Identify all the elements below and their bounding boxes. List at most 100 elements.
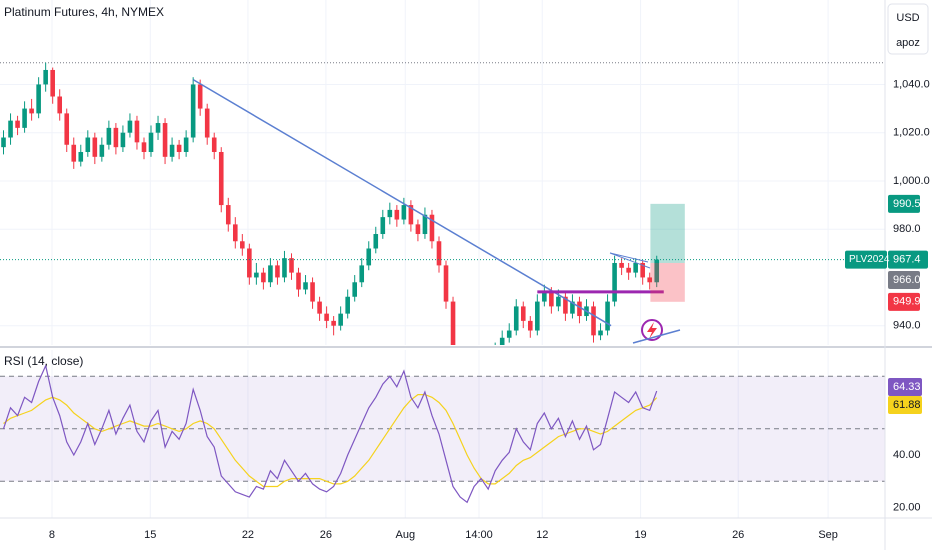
- symbol-label-box: [845, 250, 887, 269]
- chart-title: Platinum Futures, 4h, NYMEX: [4, 5, 164, 19]
- x-tick-label: 12: [536, 529, 548, 541]
- candle-body: [22, 108, 27, 128]
- candle-body: [303, 282, 308, 290]
- x-tick-label: 8: [49, 529, 55, 541]
- candle-body: [535, 301, 540, 331]
- candle-body: [394, 209, 400, 220]
- candle-body: [176, 144, 182, 152]
- candle-body: [373, 234, 379, 249]
- stop-label: 949.9: [893, 296, 921, 308]
- candle-body: [415, 224, 421, 235]
- x-tick-label: Sep: [818, 529, 838, 541]
- candle-body: [113, 127, 119, 148]
- target-label-box: [888, 194, 920, 213]
- x-tick-label: Aug: [395, 529, 415, 541]
- x-tick-label: 26: [320, 529, 332, 541]
- candle-body: [380, 217, 386, 235]
- candle-body: [15, 120, 20, 128]
- candle-body: [8, 120, 13, 138]
- last-price-label: 967.4: [893, 254, 921, 266]
- x-tick-label: 15: [144, 529, 156, 541]
- candle-body: [50, 69, 55, 97]
- candle-body: [106, 127, 112, 145]
- x-tick-label: 14:00: [465, 529, 493, 541]
- candle-body: [310, 282, 315, 302]
- candle-body: [289, 258, 294, 273]
- rsi-ma-line: [3, 394, 658, 488]
- rsi-value: 64.33: [893, 381, 921, 393]
- candle-body: [401, 205, 407, 220]
- candle-body: [148, 132, 154, 152]
- candle-body: [99, 144, 105, 157]
- candle-body: [436, 241, 442, 266]
- candle-body: [591, 306, 596, 336]
- candle-body: [324, 313, 329, 321]
- candle-body: [542, 291, 547, 302]
- candle-body: [232, 224, 238, 242]
- candle-body: [422, 214, 428, 235]
- rsi-tick-label: 40.00: [893, 449, 921, 461]
- candle-body: [549, 291, 554, 307]
- candle-body: [64, 113, 70, 145]
- entry-label-box: [888, 270, 920, 289]
- rsi-title: RSI (14, close): [4, 354, 83, 368]
- drawing-wedge: [609, 252, 651, 269]
- candle-body: [450, 301, 456, 345]
- candle-body: [57, 96, 63, 114]
- candle-body: [366, 248, 372, 266]
- candle-body: [626, 267, 631, 273]
- candle-body: [190, 84, 196, 138]
- candle-body: [85, 137, 91, 152]
- user[interactable]: apoz: [896, 37, 920, 49]
- candle-body: [43, 69, 48, 85]
- trend-line: [192, 78, 612, 327]
- candle-body: [577, 301, 582, 317]
- stop-zone: [650, 262, 685, 302]
- candle-body: [443, 265, 449, 302]
- y-tick-label: 980.0: [893, 223, 921, 235]
- candle-body: [570, 301, 575, 314]
- y-tick-label: 940.0: [893, 320, 921, 332]
- candle-body: [338, 313, 343, 326]
- candle-body: [345, 296, 350, 314]
- candle-body: [211, 137, 217, 152]
- candle-body: [247, 248, 252, 278]
- candle-body: [183, 137, 189, 152]
- candle-body: [506, 330, 512, 338]
- candle-body: [654, 259, 660, 283]
- lightning-icon[interactable]: [641, 319, 663, 341]
- candle-body: [387, 209, 393, 218]
- last-price-label-box: [888, 250, 928, 269]
- currency-box[interactable]: [887, 3, 929, 55]
- candle-body: [619, 262, 624, 268]
- candle-body: [240, 241, 245, 249]
- candle-body: [1, 137, 6, 148]
- candle-body: [197, 84, 203, 109]
- candle-body: [155, 123, 161, 133]
- candle-body: [647, 277, 653, 283]
- candle-body: [162, 123, 168, 157]
- candle-body: [352, 282, 358, 297]
- drawing-line: [632, 329, 681, 344]
- candle-body: [429, 214, 435, 242]
- rsi-line: [2, 363, 658, 504]
- candle-body: [71, 144, 77, 162]
- candle-body: [633, 262, 638, 273]
- candle-body: [225, 205, 231, 225]
- y-tick-label: 1,000.0: [893, 175, 930, 187]
- candle-body: [331, 320, 336, 326]
- candle-body: [408, 205, 414, 225]
- candle-body: [556, 296, 561, 307]
- rsi-ma-value: 61.88: [893, 399, 921, 411]
- x-tick-label: 22: [242, 529, 254, 541]
- target-zone: [650, 203, 685, 263]
- candle-body: [78, 151, 84, 162]
- entry-label: 966.0: [893, 274, 921, 286]
- candle-body: [513, 306, 519, 331]
- rsi-ma-box: [888, 396, 922, 414]
- currency[interactable]: USD: [896, 12, 919, 24]
- candle-body: [499, 337, 505, 345]
- candle-body: [141, 142, 147, 152]
- candle-body: [268, 265, 273, 283]
